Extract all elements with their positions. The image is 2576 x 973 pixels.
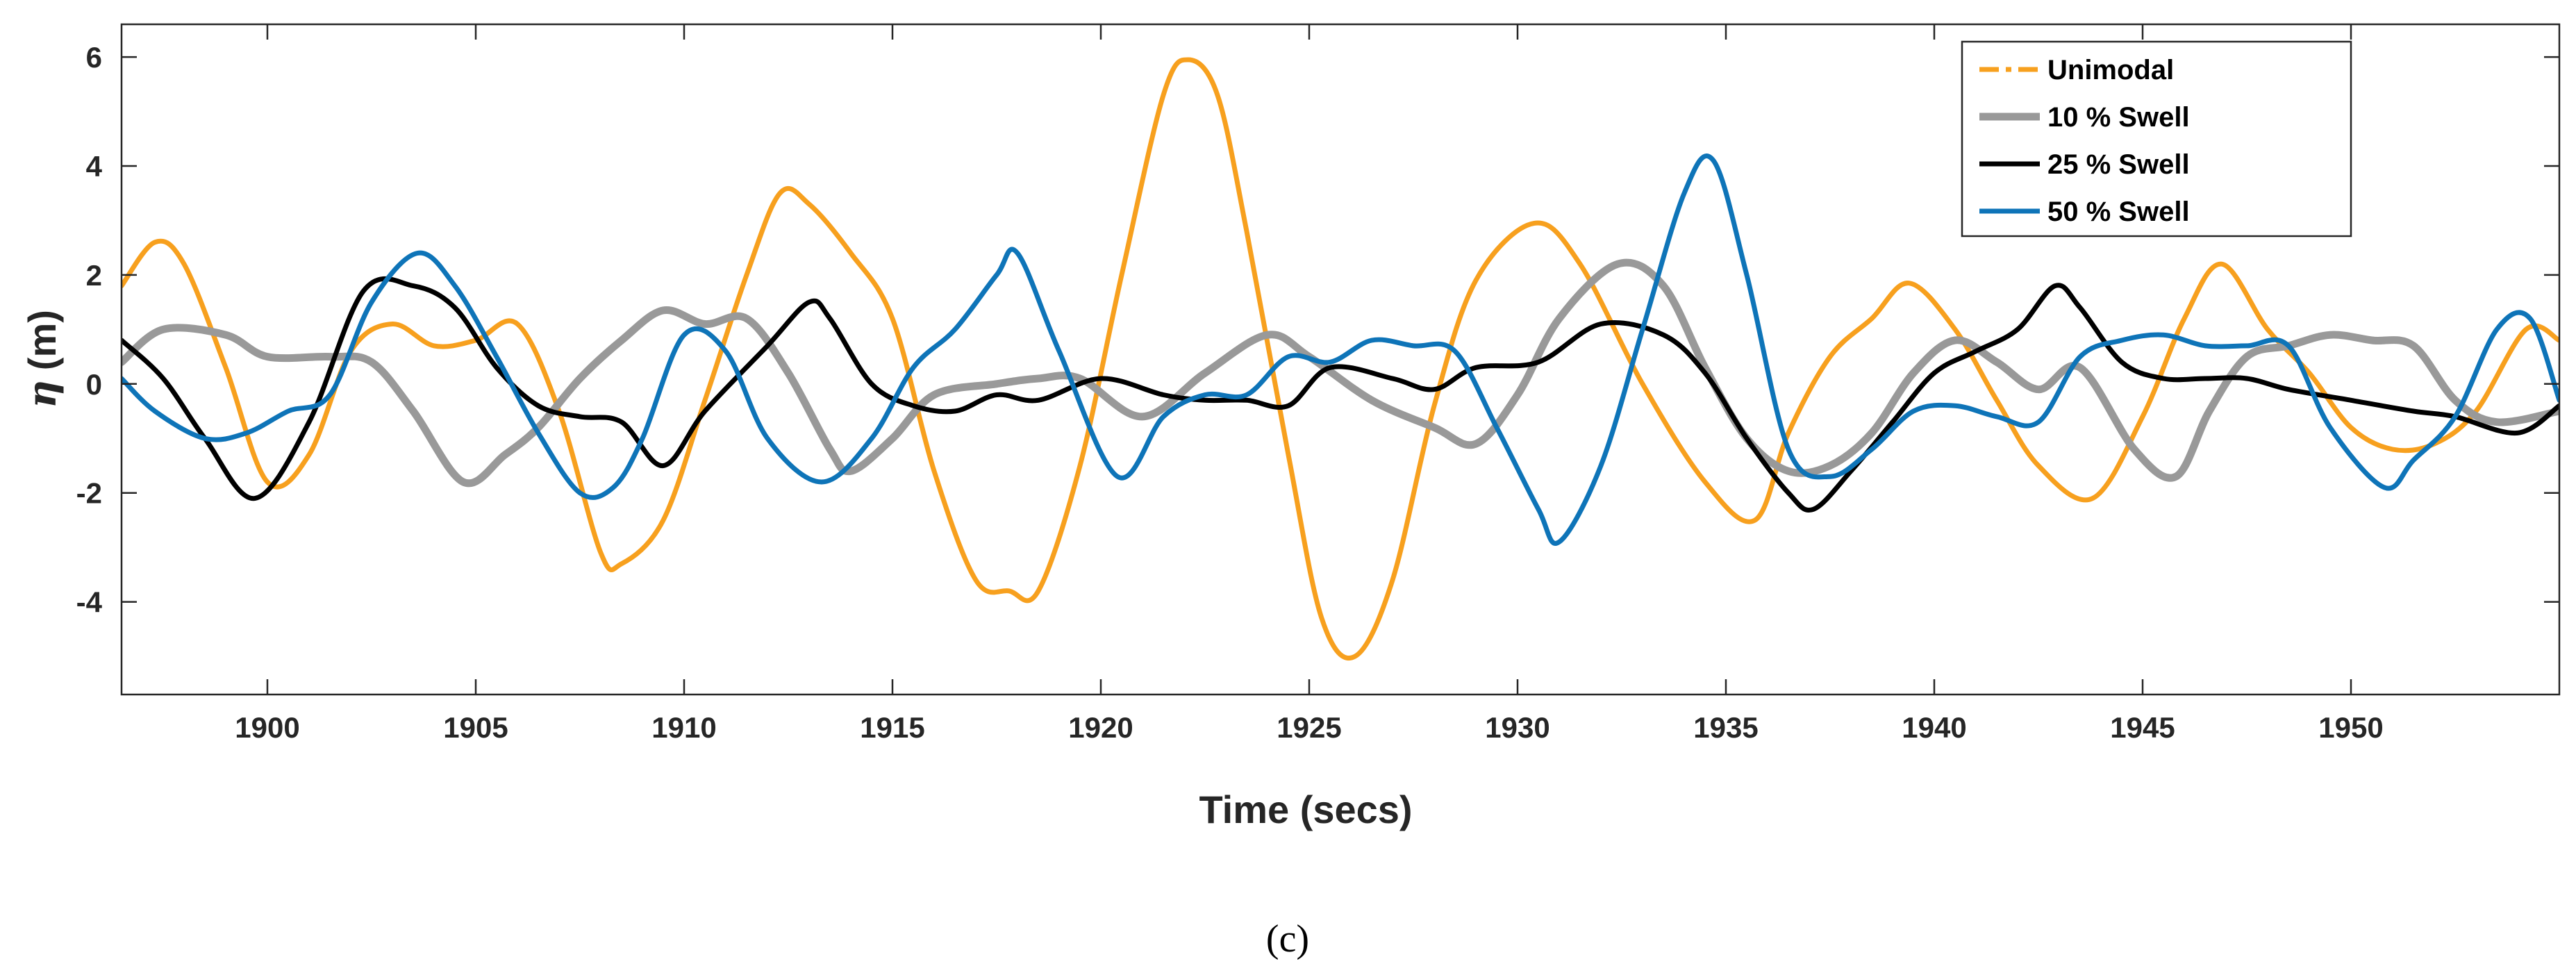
x-tick-label: 1950	[2318, 711, 2383, 744]
series-line-unimodal	[122, 57, 2559, 661]
x-tick-label: 1910	[651, 711, 716, 744]
x-tick-label: 1940	[1902, 711, 1966, 744]
plot-frame	[120, 23, 2561, 696]
y-tick-label: 6	[86, 41, 102, 74]
y-tick-label: 2	[86, 259, 102, 292]
x-tick-label: 1900	[235, 711, 299, 744]
figure-caption: (c)	[1266, 917, 1309, 960]
x-tick-label: 1915	[860, 711, 924, 744]
series-line-25-swell	[122, 276, 2559, 513]
series-line-50-swell	[122, 153, 2559, 546]
legend-box	[1961, 40, 2352, 238]
ticks-layer: 1900 1905 1910 1915 1920 1925 1930 1935 1940 1945…	[76, 24, 2559, 744]
series-layer	[122, 57, 2559, 661]
y-tick-label: -2	[76, 477, 102, 510]
legend-label: 25 % Swell	[2047, 149, 2190, 180]
y-tick-label: 4	[86, 150, 103, 183]
legend: Unimodal 10 % Swell 25 % Swell 50 % Swell	[1961, 40, 2352, 238]
x-tick-label: 1945	[2110, 711, 2175, 744]
x-tick-label: 1930	[1485, 711, 1549, 744]
x-tick-label: 1905	[443, 711, 508, 744]
legend-label: Unimodal	[2047, 55, 2174, 85]
y-axis-title: η (m)	[19, 310, 65, 408]
x-tick-label: 1920	[1068, 711, 1133, 744]
y-tick-label: -4	[76, 586, 103, 619]
y-tick-label: 0	[86, 368, 102, 401]
y-axis-symbol: η	[19, 380, 65, 408]
y-axis-unit: (m)	[20, 310, 64, 370]
legend-label: 50 % Swell	[2047, 197, 2190, 227]
x-axis-title: Time (secs)	[1199, 788, 1412, 831]
x-tick-label: 1925	[1277, 711, 1341, 744]
x-tick-label: 1935	[1693, 711, 1758, 744]
svg-text:η(m): η (m)	[19, 310, 65, 408]
series-line-10-swell	[122, 258, 2559, 488]
legend-label: 10 % Swell	[2047, 102, 2190, 133]
